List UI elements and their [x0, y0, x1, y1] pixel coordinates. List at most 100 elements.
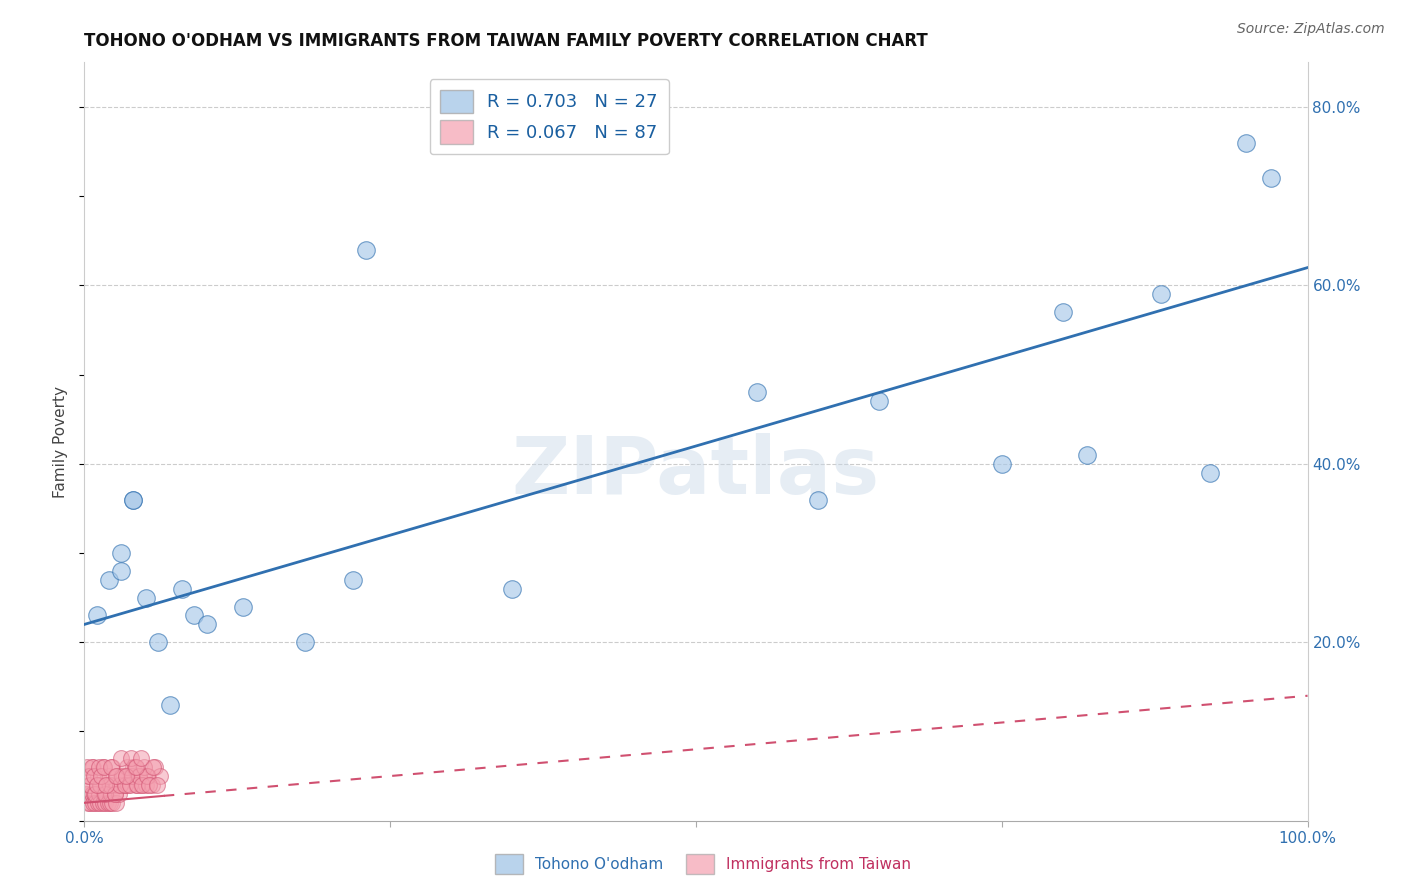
Point — [77, 778, 100, 792]
Point — [115, 769, 138, 783]
Point — [104, 787, 127, 801]
Point — [125, 760, 148, 774]
Point — [107, 787, 129, 801]
Point — [104, 787, 127, 801]
Point — [747, 385, 769, 400]
Point — [1150, 287, 1173, 301]
Point — [82, 796, 104, 810]
Point — [87, 787, 110, 801]
Point — [79, 778, 101, 792]
Point — [991, 457, 1014, 471]
Point — [232, 599, 254, 614]
Point — [143, 760, 166, 774]
Point — [121, 769, 143, 783]
Point — [149, 769, 172, 783]
Point — [77, 796, 100, 810]
Text: Source: ZipAtlas.com: Source: ZipAtlas.com — [1237, 22, 1385, 37]
Point — [117, 778, 139, 792]
Point — [131, 778, 153, 792]
Point — [135, 778, 157, 792]
Point — [93, 787, 115, 801]
Point — [110, 546, 132, 560]
Point — [115, 760, 138, 774]
Point — [195, 617, 218, 632]
Point — [111, 769, 134, 783]
Point — [77, 769, 100, 783]
Point — [108, 778, 131, 792]
Point — [83, 787, 105, 801]
Point — [97, 796, 120, 810]
Point — [142, 760, 165, 774]
Point — [87, 796, 110, 810]
Point — [105, 769, 128, 783]
Point — [115, 769, 138, 783]
Point — [122, 760, 145, 774]
Point — [97, 573, 120, 587]
Point — [134, 760, 156, 774]
Point — [1260, 171, 1282, 186]
Point — [87, 760, 110, 774]
Point — [97, 769, 120, 783]
Point — [124, 760, 146, 774]
Point — [94, 796, 117, 810]
Point — [105, 769, 128, 783]
Point — [98, 778, 121, 792]
Point — [80, 760, 103, 774]
Point — [125, 778, 148, 792]
Point — [1236, 136, 1258, 150]
Point — [129, 751, 152, 765]
Legend: R = 0.703   N = 27, R = 0.067   N = 87: R = 0.703 N = 27, R = 0.067 N = 87 — [430, 79, 669, 154]
Point — [98, 796, 121, 810]
Point — [1052, 305, 1074, 319]
Point — [82, 760, 104, 774]
Point — [159, 698, 181, 712]
Point — [86, 778, 108, 792]
Point — [120, 769, 142, 783]
Point — [294, 635, 316, 649]
Point — [105, 796, 128, 810]
Point — [105, 778, 128, 792]
Point — [90, 769, 112, 783]
Point — [100, 787, 122, 801]
Point — [141, 778, 163, 792]
Point — [89, 778, 111, 792]
Point — [342, 573, 364, 587]
Point — [76, 760, 98, 774]
Point — [807, 492, 830, 507]
Point — [86, 608, 108, 623]
Point — [101, 760, 124, 774]
Point — [89, 796, 111, 810]
Point — [90, 778, 112, 792]
Point — [76, 787, 98, 801]
Point — [132, 769, 155, 783]
Point — [93, 760, 115, 774]
Point — [84, 787, 107, 801]
Legend: Tohono O'odham, Immigrants from Taiwan: Tohono O'odham, Immigrants from Taiwan — [489, 848, 917, 880]
Point — [125, 778, 148, 792]
Point — [354, 243, 377, 257]
Point — [77, 769, 100, 783]
Point — [127, 769, 149, 783]
Point — [1076, 448, 1098, 462]
Point — [129, 778, 152, 792]
Point — [97, 778, 120, 792]
Point — [122, 492, 145, 507]
Point — [84, 796, 107, 810]
Point — [135, 591, 157, 605]
Point — [87, 769, 110, 783]
Point — [128, 769, 150, 783]
Point — [96, 778, 118, 792]
Point — [183, 608, 205, 623]
Point — [112, 778, 135, 792]
Point — [172, 582, 194, 596]
Point — [83, 769, 105, 783]
Point — [110, 769, 132, 783]
Point — [100, 760, 122, 774]
Point — [75, 787, 97, 801]
Point — [91, 796, 114, 810]
Point — [86, 778, 108, 792]
Point — [138, 778, 160, 792]
Y-axis label: Family Poverty: Family Poverty — [53, 385, 69, 498]
Point — [502, 582, 524, 596]
Point — [869, 394, 891, 409]
